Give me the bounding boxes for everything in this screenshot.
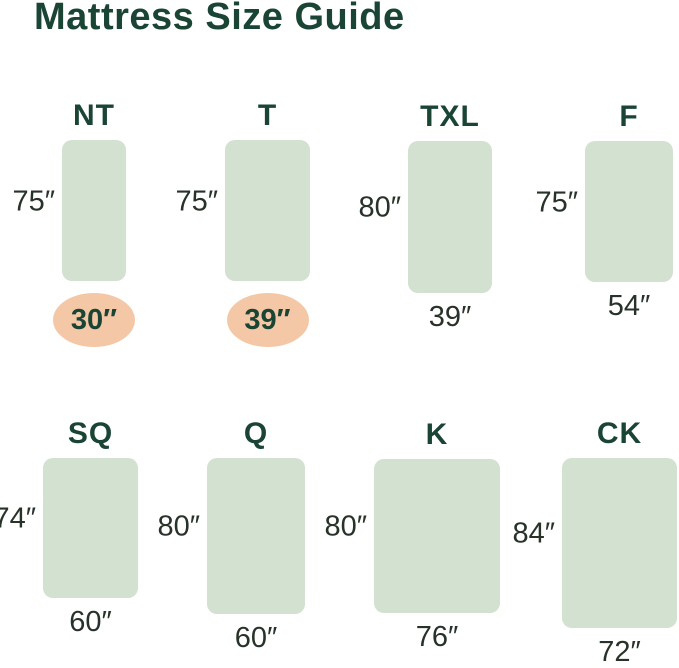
mattress-code-label: F [619,100,639,133]
mattress-length-label: 84″ [512,517,555,550]
mattress-length-label: 74″ [0,502,36,535]
mattress-rect-f: F 75″ 54″ [535,102,673,321]
mattress-width-label: 60″ [234,622,278,654]
mattress-width-label: 60″ [69,606,112,638]
mattress-length-label: 75″ [175,185,218,217]
mattress-rect-nt: NT 75″ 30″ [12,101,135,347]
mattress-code-label: SQ [67,417,114,450]
width-highlight-ellipse: 30″ [53,293,135,347]
mattress-rect-txl: TXL 80″ 39″ [358,102,492,332]
mattress-rect-ck: CK 84″ 72″ [512,419,677,667]
mattress-rect-k: K 80″ 76″ [324,420,500,652]
mattress-code-label: TXL [420,100,480,133]
mattress-code-label: K [425,418,449,451]
mattress-length-label: 80″ [358,191,401,224]
mattress-code-label: NT [73,99,115,132]
mattress-rect-t: T 75″ 39″ [175,101,310,347]
mattress-width-label: 39″ [428,301,472,333]
mattress-rect-q: Q 80″ 60″ [157,419,305,653]
mattress-length-label: 75″ [12,185,55,217]
mattress-length-label: 80″ [324,510,367,543]
mattress-length-label: 75″ [535,186,578,218]
page-title: Mattress Size Guide [34,0,405,38]
mattress-width-label: 30″ [70,303,118,336]
mattress-rect-sq: SQ 74″ 60″ [0,419,138,637]
mattress-length-label: 80″ [157,510,200,543]
mattress-width-label: 54″ [607,290,651,322]
width-highlight-ellipse: 39″ [226,293,309,347]
mattress-code-label: CK [596,417,643,450]
mattress-width-label: 72″ [598,636,641,668]
mattress-width-label: 76″ [415,621,459,653]
mattress-code-label: Q [243,417,269,450]
mattress-width-label: 39″ [244,303,291,336]
mattress-code-label: T [257,99,278,132]
